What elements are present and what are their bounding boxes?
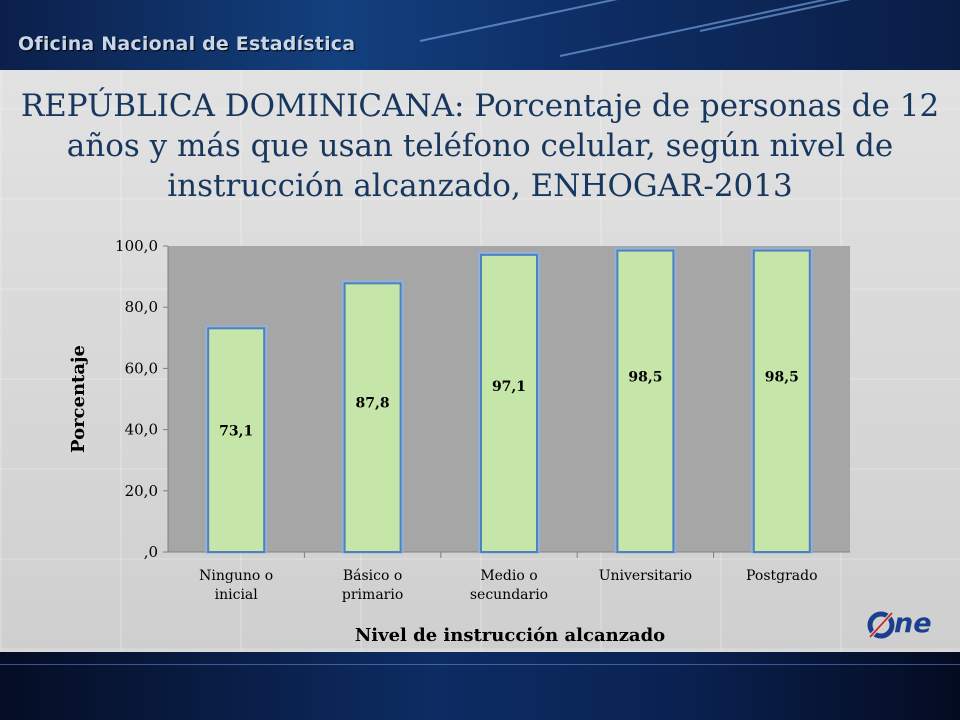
bar (207, 327, 266, 553)
slide-title: REPÚBLICA DOMINICANA: Porcentaje de pers… (20, 88, 940, 204)
y-tick-label: 20,0 (125, 482, 158, 500)
y-tick-label: 80,0 (125, 298, 158, 316)
x-tick-label: Medio o (480, 568, 537, 584)
one-logo: ne (866, 608, 938, 640)
footer-bar (0, 652, 960, 720)
logo-text: ne (894, 608, 932, 639)
x-tick-label: Ninguno o (199, 568, 273, 584)
organization-title: Oficina Nacional de Estadística (18, 33, 356, 55)
y-tick-label: 60,0 (125, 359, 158, 377)
y-tick-label: 100,0 (115, 237, 158, 255)
footer-line (0, 664, 960, 665)
bar (480, 253, 538, 553)
x-tick-label: primario (342, 587, 403, 603)
y-tick-label: ,0 (144, 543, 158, 561)
data-label: 98,5 (765, 370, 799, 386)
x-tick-label: Universitario (599, 568, 692, 584)
data-label: 73,1 (219, 423, 253, 439)
logo-mark-icon (867, 611, 895, 639)
y-tick-label: 40,0 (125, 421, 158, 439)
y-axis-title: Porcentaje (68, 345, 89, 453)
x-tick-label: secundario (470, 587, 548, 603)
x-axis-title: Nivel de instrucción alcanzado (355, 625, 665, 646)
data-label: 87,8 (356, 395, 390, 411)
bar (752, 249, 811, 553)
x-tick-label: inicial (215, 587, 259, 603)
bar (616, 249, 675, 553)
bar-chart: ,0 20,0 40,0 60,0 80,0 100,0 73,1 Ninguno o inic… (68, 237, 850, 646)
x-tick-label: Básico o (343, 568, 402, 584)
bar (343, 282, 402, 553)
data-label: 97,1 (492, 379, 526, 395)
header-banner: Oficina Nacional de Estadística (0, 0, 960, 70)
data-label: 98,5 (628, 370, 662, 386)
x-tick-label: Postgrado (746, 568, 817, 584)
